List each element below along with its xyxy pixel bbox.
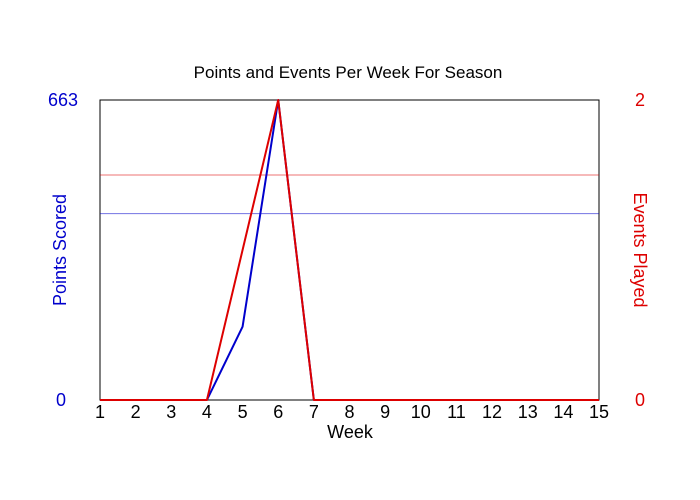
x-tick-label: 7 bbox=[309, 402, 319, 422]
x-tick-label: 13 bbox=[518, 402, 538, 422]
x-tick-label: 12 bbox=[482, 402, 502, 422]
x-axis-label: Week bbox=[327, 422, 374, 442]
x-tick-label: 9 bbox=[380, 402, 390, 422]
x-tick-label: 5 bbox=[238, 402, 248, 422]
plot-frame bbox=[99, 99, 600, 401]
x-tick-label: 2 bbox=[131, 402, 141, 422]
y-left-tick-max: 663 bbox=[48, 90, 78, 110]
x-tick-label: 11 bbox=[447, 402, 466, 422]
series-lines bbox=[100, 99, 599, 401]
y-left-tick-min: 0 bbox=[56, 390, 66, 410]
x-axis-ticks: 1 2 3 4 5 6 7 8 9 10 11 12 13 14 15 bbox=[95, 402, 609, 422]
y-left-axis-label: Points Scored bbox=[50, 194, 70, 306]
x-tick-label: 1 bbox=[95, 402, 105, 422]
x-tick-label: 8 bbox=[344, 402, 354, 422]
y-right-axis-label: Events Played bbox=[630, 192, 650, 307]
x-tick-label: 6 bbox=[273, 402, 283, 422]
y-right-tick-max: 2 bbox=[635, 90, 645, 110]
y-right-tick-min: 0 bbox=[635, 390, 645, 410]
x-tick-label: 14 bbox=[553, 402, 573, 422]
chart-title: Points and Events Per Week For Season bbox=[194, 63, 503, 82]
average-lines bbox=[100, 174, 599, 215]
x-tick-label: 10 bbox=[411, 402, 431, 422]
series-line-right bbox=[100, 99, 599, 401]
x-tick-label: 15 bbox=[589, 402, 609, 422]
x-tick-label: 4 bbox=[202, 402, 212, 422]
x-tick-label: 3 bbox=[166, 402, 176, 422]
